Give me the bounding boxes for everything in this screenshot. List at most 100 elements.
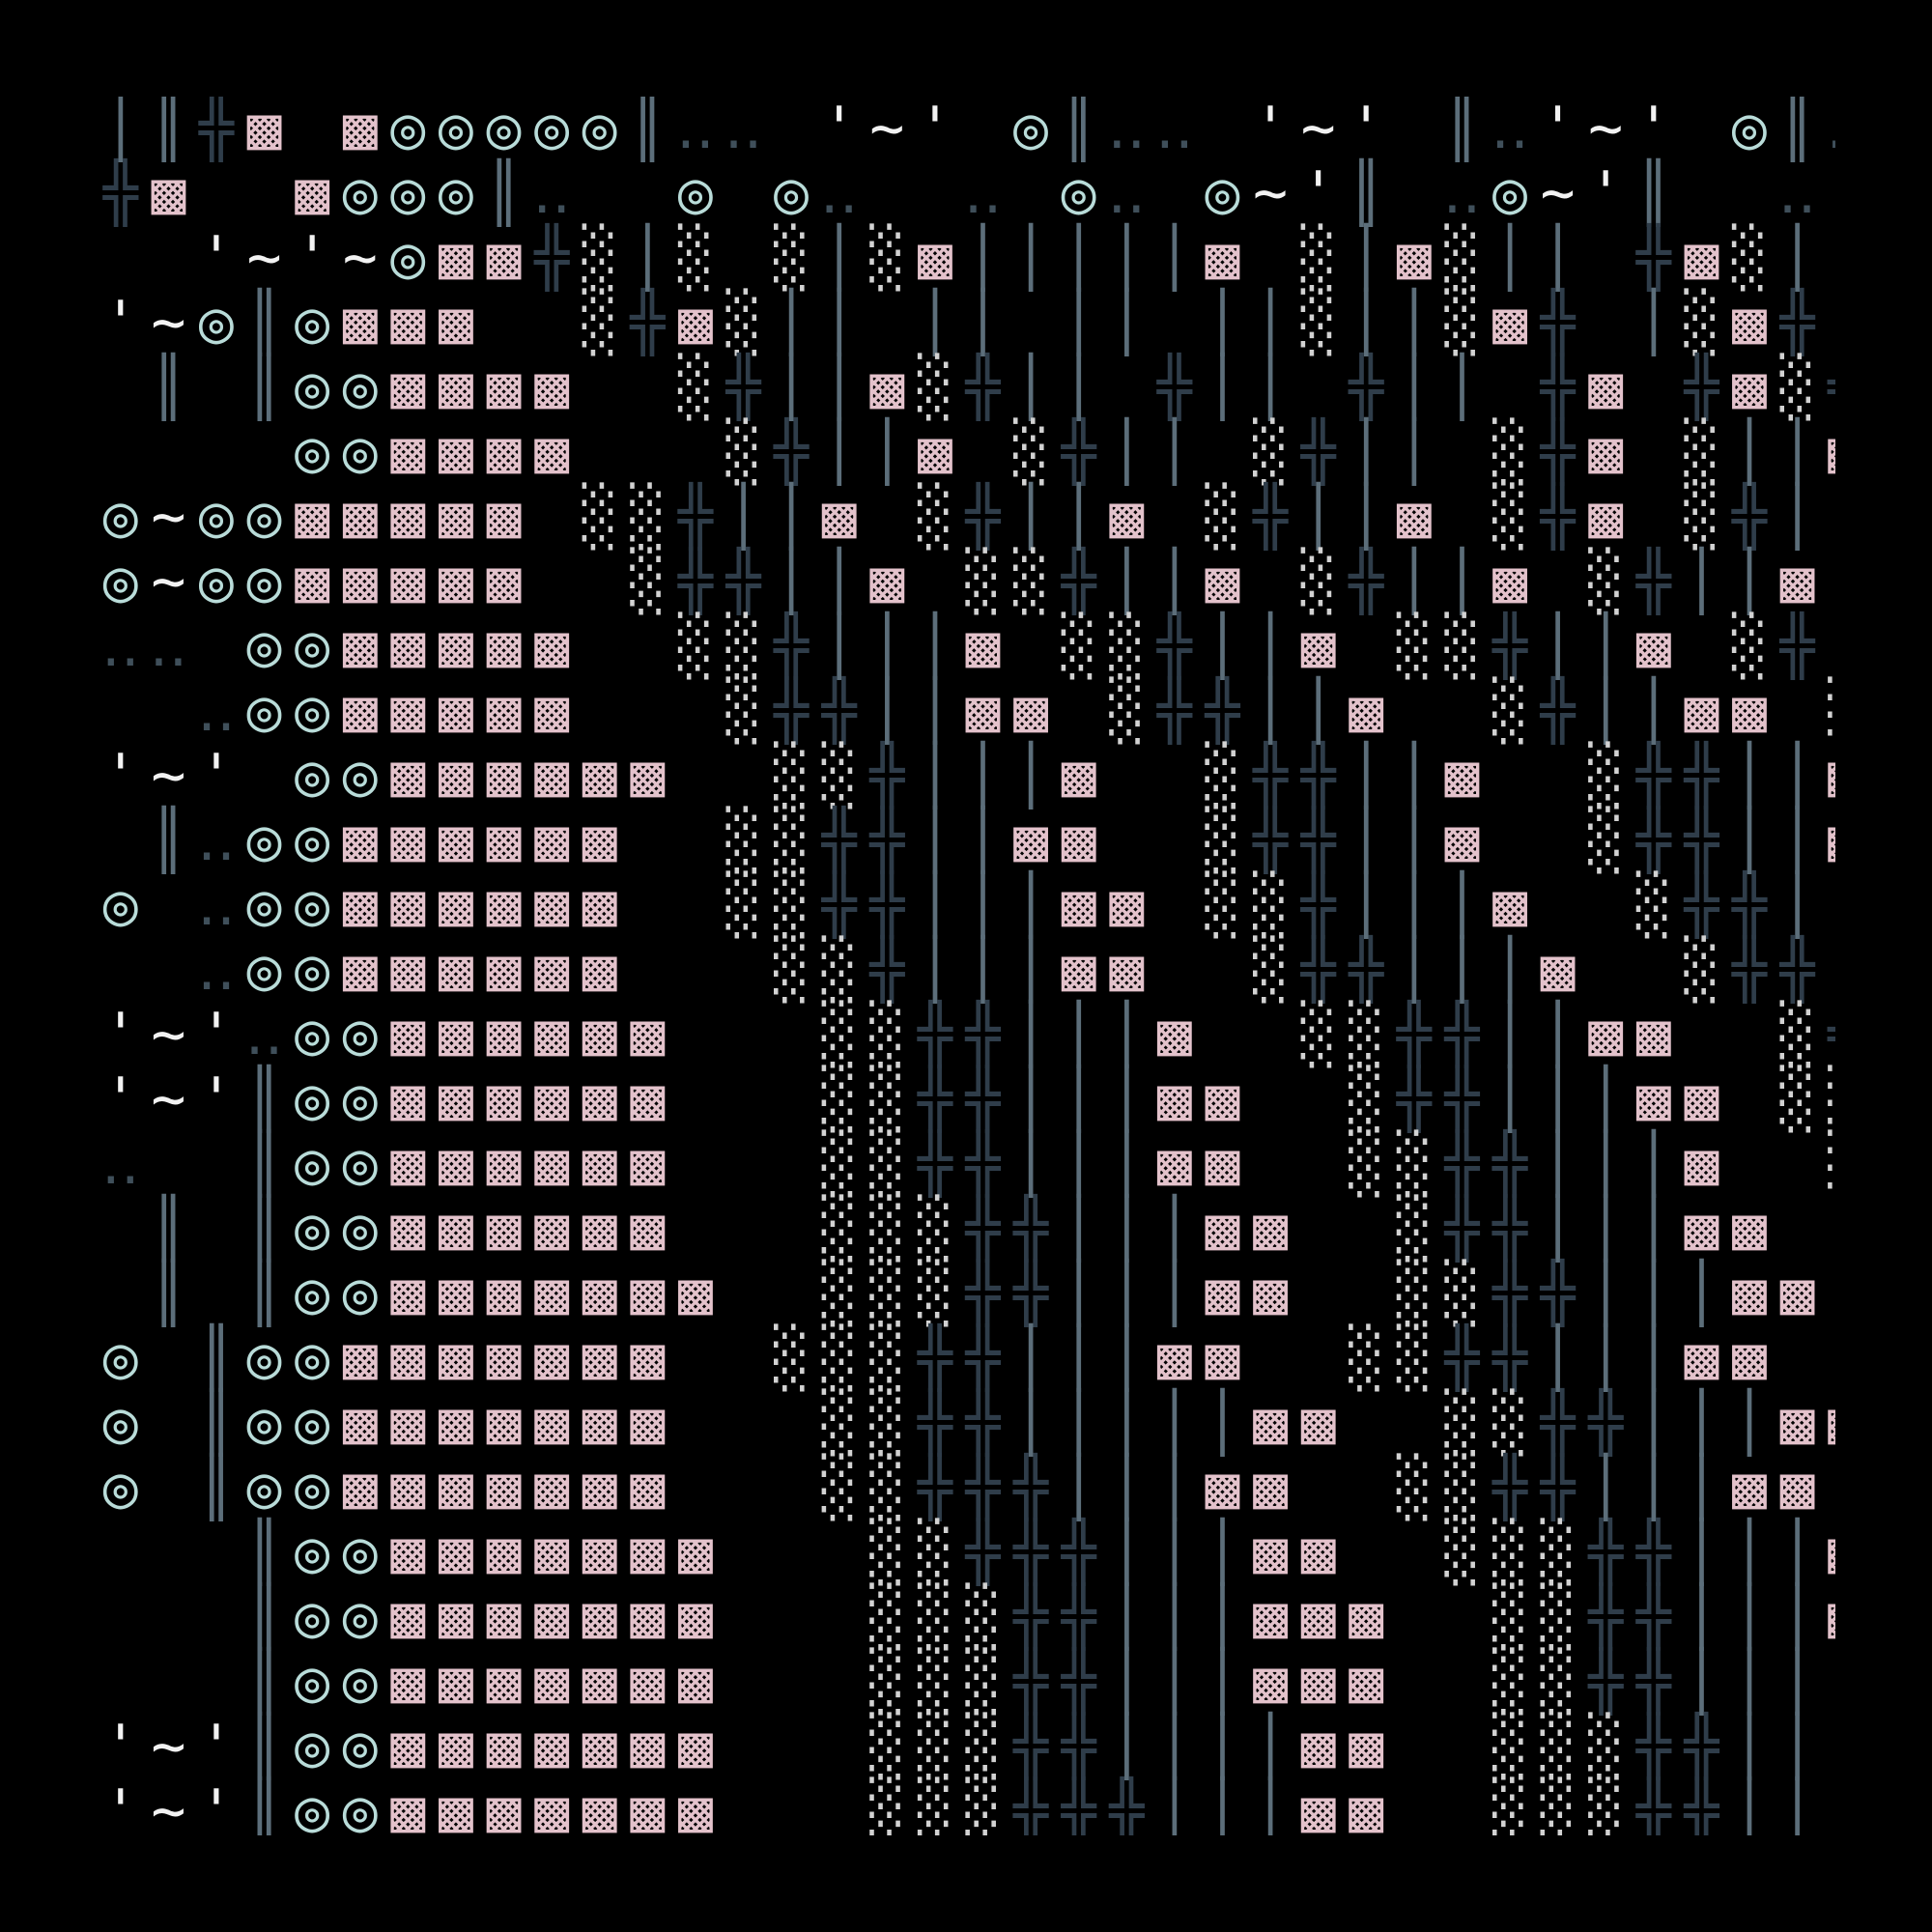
- glyph-cell: ▩: [390, 1324, 426, 1392]
- glyph-cell: ╬: [1013, 1519, 1049, 1586]
- glyph-cell: ▩: [486, 807, 522, 874]
- glyph-cell: ║: [151, 1260, 186, 1327]
- glyph-cell: ◎: [102, 871, 138, 939]
- glyph-cell: │: [1731, 418, 1768, 486]
- glyph-cell: ░: [917, 1777, 952, 1836]
- glyph-cell: ░: [1252, 418, 1289, 486]
- glyph-cell: ◎: [246, 1389, 282, 1457]
- glyph-cell: [1438, 1715, 1487, 1779]
- glyph-cell: ║: [151, 807, 186, 874]
- glyph-cell: │: [821, 354, 857, 421]
- glyph-row: ‥‥ ◎◎▩▩▩▩▩ ░░╬│││▩ ░░╬││▩ ░░╬││▩ ░╬│││▩: [97, 614, 1835, 679]
- glyph-cell: ░: [821, 1130, 857, 1198]
- glyph-cell: ║: [246, 1130, 282, 1198]
- glyph-row: │║╬▩ ▩◎◎◎◎◎║‥‥ '~' ◎║‥‥ '~' ║‥'~' ◎║‥'~'…: [97, 97, 1835, 161]
- glyph-cell: ▩: [1588, 1001, 1624, 1068]
- glyph-cell: ╬: [1349, 354, 1384, 421]
- glyph-cell: │: [1013, 1001, 1049, 1068]
- glyph-cell: │: [1156, 1389, 1192, 1457]
- glyph-cell: │: [1635, 1389, 1671, 1457]
- glyph-cell: ╬: [1635, 1519, 1671, 1586]
- glyph-cell: ╬: [1635, 548, 1671, 615]
- glyph-cell: ▩: [486, 1454, 522, 1521]
- glyph-cell: ╬: [917, 1324, 952, 1392]
- glyph-cell: [192, 1650, 241, 1715]
- glyph-cell: [1102, 355, 1151, 420]
- glyph-cell: ▩: [1013, 677, 1049, 745]
- glyph-cell: [145, 1132, 193, 1197]
- glyph-cell: ▩: [438, 1713, 474, 1780]
- glyph-cell: ▩: [1779, 548, 1815, 615]
- glyph-cell: ╬: [1061, 418, 1096, 486]
- glyph-cell: │: [1731, 742, 1768, 810]
- glyph-cell: ░: [1300, 1001, 1336, 1068]
- glyph-cell: ╬: [1061, 1777, 1096, 1836]
- glyph-cell: ░: [1205, 871, 1240, 939]
- glyph-cell: ░: [965, 1713, 1001, 1780]
- glyph-cell: ▩: [1205, 1260, 1240, 1327]
- glyph-cell: ▩: [534, 1065, 570, 1133]
- glyph-cell: │: [917, 612, 952, 680]
- glyph-cell: ║: [486, 159, 522, 227]
- glyph-cell: ╬: [965, 1130, 1001, 1198]
- glyph-cell: │: [1013, 1389, 1049, 1457]
- glyph-cell: [1534, 873, 1582, 938]
- glyph-cell: │: [1492, 1065, 1528, 1133]
- glyph-cell: ▩: [582, 1713, 617, 1780]
- glyph-cell: ▩: [1588, 418, 1624, 486]
- glyph-cell: [864, 161, 912, 226]
- glyph-cell: [720, 1715, 768, 1779]
- glyph-cell: ╬: [1013, 1777, 1049, 1836]
- glyph-cell: [624, 614, 672, 679]
- glyph-cell: ╬: [1684, 871, 1719, 939]
- glyph-cell: ▩: [869, 354, 905, 421]
- glyph-cell: ‥: [1490, 97, 1530, 162]
- glyph-row: ║ ║◎◎▩▩▩▩▩▩ ░░░╬╬│││▩▩ ░╬╬│││▩▩ ░░╬: [97, 1197, 1835, 1262]
- glyph-cell: ▩: [1205, 1065, 1240, 1133]
- glyph-cell: [1774, 1132, 1822, 1197]
- glyph-cell: │: [821, 289, 857, 356]
- glyph-cell: ▩: [390, 1065, 426, 1133]
- glyph-cell: ▩: [534, 1648, 570, 1716]
- glyph-cell: ▩: [390, 483, 426, 551]
- glyph-cell: ╬: [1013, 1583, 1049, 1651]
- glyph-cell: ▩: [1821, 420, 1835, 485]
- glyph-cell: ▩: [438, 677, 474, 745]
- glyph-cell: [1151, 291, 1199, 355]
- glyph-cell: │: [917, 742, 952, 810]
- glyph-cell: ◎: [198, 289, 235, 356]
- glyph-cell: [288, 97, 336, 161]
- glyph-cell: [720, 1262, 768, 1326]
- glyph-cell: ▩: [630, 1519, 666, 1586]
- glyph-cell: ░: [869, 1001, 905, 1068]
- glyph-cell: ▩: [151, 159, 186, 227]
- glyph-cell: │: [1013, 483, 1049, 551]
- glyph-cell: ': [198, 1713, 235, 1780]
- glyph-cell: │: [1156, 1777, 1192, 1836]
- glyph-cell: [1821, 226, 1835, 291]
- glyph-cell: │: [1635, 1260, 1671, 1327]
- glyph-cell: [1294, 1132, 1343, 1197]
- glyph-cell: │: [1821, 485, 1835, 550]
- glyph-cell: [576, 550, 624, 614]
- glyph-cell: ╬: [1205, 677, 1240, 745]
- glyph-cell: ▩: [438, 224, 474, 292]
- glyph-cell: │: [1109, 1195, 1145, 1263]
- glyph-cell: │: [774, 354, 810, 421]
- glyph-cell: ░: [1492, 1583, 1528, 1651]
- glyph-cell: ▩: [1635, 1001, 1671, 1068]
- glyph-cell: ╬: [965, 1454, 1001, 1521]
- glyph-cell: ║: [198, 1389, 235, 1457]
- glyph-cell: │: [1779, 224, 1815, 292]
- glyph-cell: [911, 550, 959, 614]
- glyph-cell: ▩: [534, 612, 570, 680]
- glyph-cell: ‥: [819, 159, 859, 227]
- glyph-cell: ◎: [198, 548, 235, 615]
- glyph-cell: │: [1779, 1648, 1815, 1716]
- glyph-cell: │: [1205, 354, 1240, 421]
- glyph-cell: │: [1635, 1195, 1671, 1263]
- glyph-cell: ◎: [486, 97, 522, 162]
- glyph-cell: ╬: [1540, 483, 1576, 551]
- glyph-cell: ▩: [1588, 483, 1624, 551]
- glyph-cell: ▩: [1731, 1454, 1768, 1521]
